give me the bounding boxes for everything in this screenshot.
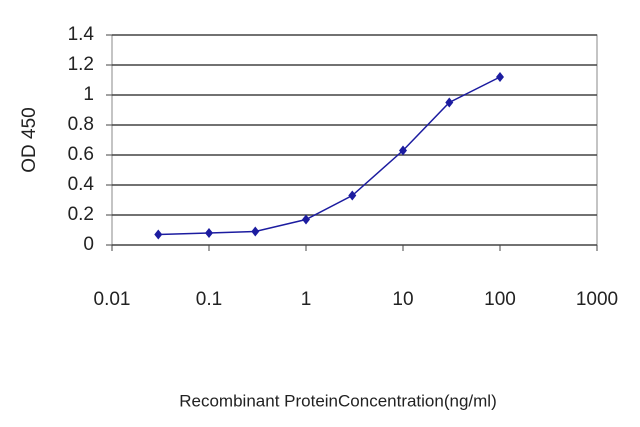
data-point (154, 229, 163, 240)
x-tick-label: 1 (301, 289, 312, 310)
y-tick-label: 1.2 (68, 54, 94, 75)
series-line (158, 76, 501, 236)
data-point (348, 190, 357, 201)
y-tick-label: 1.4 (68, 24, 95, 45)
y-tick-label: 0.4 (68, 174, 95, 195)
y-tick-label: 0.2 (68, 204, 94, 225)
x-tick-label: 100 (484, 289, 516, 310)
y-axis-label: OD 450 (19, 107, 40, 172)
plot-area (111, 34, 598, 246)
data-point (251, 226, 260, 237)
y-tick-label: 0 (83, 234, 94, 255)
data-point (399, 145, 407, 156)
x-axis-label: Recombinant ProteinConcentration(ng/ml) (179, 391, 497, 410)
y-tick-label: 0.8 (68, 114, 94, 135)
data-point (496, 72, 504, 82)
x-tick-label: 10 (392, 289, 413, 310)
data-point (302, 214, 310, 225)
data-point (445, 97, 454, 108)
y-tick-label: 1 (83, 84, 94, 105)
x-tick-label: 1000 (576, 289, 618, 310)
x-tick-label: 0.01 (94, 289, 131, 310)
x-tick-label: 0.1 (196, 289, 222, 310)
data-point (205, 228, 213, 238)
y-tick-label: 0.6 (68, 144, 94, 165)
